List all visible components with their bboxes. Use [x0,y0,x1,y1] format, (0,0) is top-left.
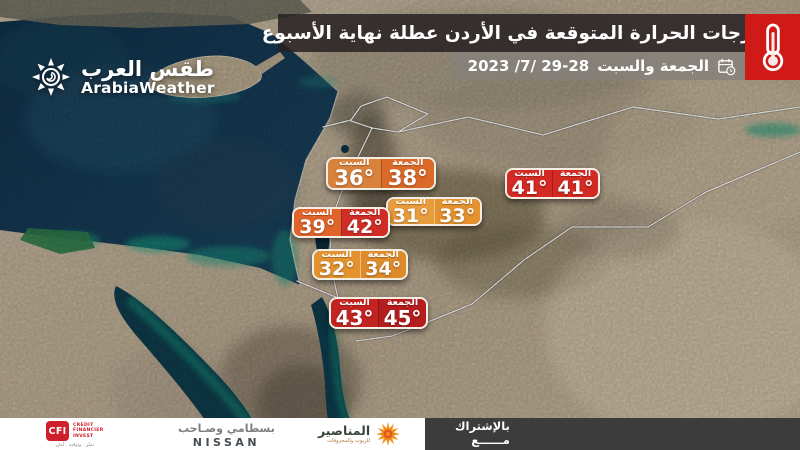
arabiaweather-logo: طقس العرب ArabiaWeather [30,56,215,98]
friday-day-label: الجمعة [392,157,424,168]
friday-temp: 34° [365,258,402,280]
saturday-day-label: السبت [321,249,352,260]
manaseer-name: المناصير [318,422,371,438]
saturday-half: السبت 31° [388,199,434,224]
saturday-half: السبت 41° [507,170,552,197]
saturday-half: السبت 43° [331,299,378,327]
nissan-dealer-arabic: بسطامي وصـاحب [178,422,275,435]
saturday-day-label: السبت [395,197,426,207]
cfi-mark: CFI [46,421,69,441]
cfi-line3: INVEST [73,433,94,439]
friday-half: الجمعة 42° [340,207,388,238]
friday-day-label: الجمعة [367,249,399,260]
friday-day-label: الجمعة [386,297,419,308]
manaseer-sunburst-icon [376,422,401,446]
cfi-line2: FINANCIER [73,428,104,434]
saturday-temp: 36° [334,166,375,190]
manaseer-tagline: للزيوت والمحروقات [327,437,371,444]
friday-half: الجمعة 45° [378,299,426,327]
footer-partnership-strip: بالإشتراك مــــــع [425,418,800,450]
friday-temp: 41° [557,177,594,199]
friday-half: الجمعة 33° [433,197,480,226]
nissan-wordmark: NISSAN [192,435,261,449]
partnership-text: بالإشتراك مــــــع [455,419,510,448]
saturday-temp: 41° [511,177,548,199]
friday-day-label: الجمعة [559,168,592,179]
friday-temp: 38° [387,166,428,190]
cfi-tagline: تميّز . وثوقية . أمان [55,443,95,448]
cfi-line1: CREDIT [73,423,94,429]
temp-label-south-aqaba: السبت 43° الجمعة 45° [329,297,428,329]
manaseer-logo: المناصير للزيوت والمحروقات [318,421,401,447]
partnership-line2: مــــــع [471,433,510,447]
friday-half: الجمعة 34° [359,249,406,280]
saturday-day-label: السبت [302,207,333,218]
friday-day-label: الجمعة [349,207,381,218]
saturday-temp: 32° [318,258,355,280]
nissan-dealer-logo: بسطامي وصـاحب NISSAN [178,422,275,449]
saturday-day-label: السبت [339,157,370,168]
saturday-half: السبت 39° [294,209,341,236]
brand-name-arabic: طقس العرب [81,56,214,81]
date-days: الجمعة والسبت [597,57,709,75]
brand-name-english: ArabiaWeather [81,78,215,97]
friday-temp: 42° [346,216,383,238]
temp-label-north-highlands: السبت 31° الجمعة 33° [386,197,482,226]
thermometer-icon [762,23,783,72]
saturday-day-label: السبت [339,297,370,308]
page-title: درجات الحرارة المتوقعة في الأردن عطلة نه… [261,22,762,44]
saturday-day-label: السبت [514,168,545,179]
friday-temp: 45° [383,306,422,329]
cfi-logo: CFI CREDIT FINANCIER INVEST تميّز . وثوق… [46,421,104,448]
header-date-bar: 2023 /7/ 29-28 الجمعة والسبت [453,52,745,80]
saturday-temp: 39° [299,216,336,238]
friday-half: الجمعة 41° [552,170,598,197]
partnership-line1: بالإشتراك [455,419,510,434]
footer-sponsors-strip [0,418,425,450]
temp-label-east: السبت 41° الجمعة 41° [505,168,600,199]
thermometer-badge [745,14,800,80]
friday-day-label: الجمعة [441,197,473,207]
saturday-half: السبت 32° [314,251,360,278]
calendar-clock-icon [718,58,736,75]
temp-label-jordan-valley: السبت 39° الجمعة 42° [292,207,390,238]
friday-temp: 33° [439,205,476,226]
sun-spiral-icon [32,58,70,96]
friday-half: الجمعة 38° [380,157,434,190]
temp-label-northwest: السبت 36° الجمعة 38° [326,157,436,190]
date-numbers: 2023 /7/ 29-28 [467,57,590,75]
header-title-bar: درجات الحرارة المتوقعة في الأردن عطلة نه… [262,14,761,52]
saturday-half: السبت 36° [328,159,381,188]
saturday-temp: 31° [392,205,429,226]
temp-label-central-highlands: السبت 32° الجمعة 34° [312,249,408,280]
saturday-temp: 43° [335,306,374,329]
